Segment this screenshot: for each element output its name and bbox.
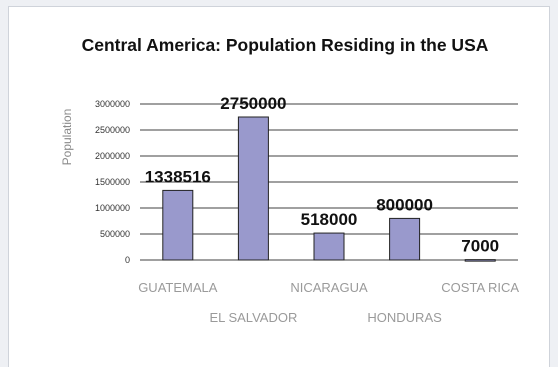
bar xyxy=(464,259,496,262)
y-tick-label: 2500000 xyxy=(95,125,130,135)
data-labels: 1338516 2750000 518000 800000 7000 xyxy=(145,94,499,256)
bar xyxy=(162,189,194,261)
y-axis-label: Population xyxy=(60,109,74,166)
x-tick-label: EL SALVADOR xyxy=(209,310,297,325)
x-tick-label: NICARAGUA xyxy=(290,280,368,295)
x-tick-label: COSTA RICA xyxy=(441,280,519,295)
data-label: 7000 xyxy=(461,237,499,256)
y-tick-label: 3000000 xyxy=(95,99,130,109)
chart-frame xyxy=(8,6,550,367)
data-label: 518000 xyxy=(301,210,358,229)
x-tick-label: HONDURAS xyxy=(367,310,442,325)
x-tick-labels: GUATEMALA EL SALVADOR NICARAGUA HONDURAS COS… xyxy=(138,280,519,325)
x-tick-label: GUATEMALA xyxy=(138,280,218,295)
y-tick-label: 1000000 xyxy=(95,203,130,213)
data-label: 2750000 xyxy=(220,94,286,113)
bar xyxy=(313,232,345,261)
bar xyxy=(389,217,421,261)
y-tick-label: 1500000 xyxy=(95,177,130,187)
data-label: 1338516 xyxy=(145,167,211,186)
y-tick-label: 0 xyxy=(125,255,130,265)
y-tick-label: 500000 xyxy=(100,229,130,239)
y-tick-labels: 0 500000 1000000 1500000 2000000 2500000 30000… xyxy=(95,99,130,265)
chart-title: Central America: Population Residing in … xyxy=(82,35,489,55)
bar xyxy=(237,116,269,261)
y-tick-label: 2000000 xyxy=(95,151,130,161)
bars xyxy=(162,116,496,262)
data-label: 800000 xyxy=(376,195,433,214)
